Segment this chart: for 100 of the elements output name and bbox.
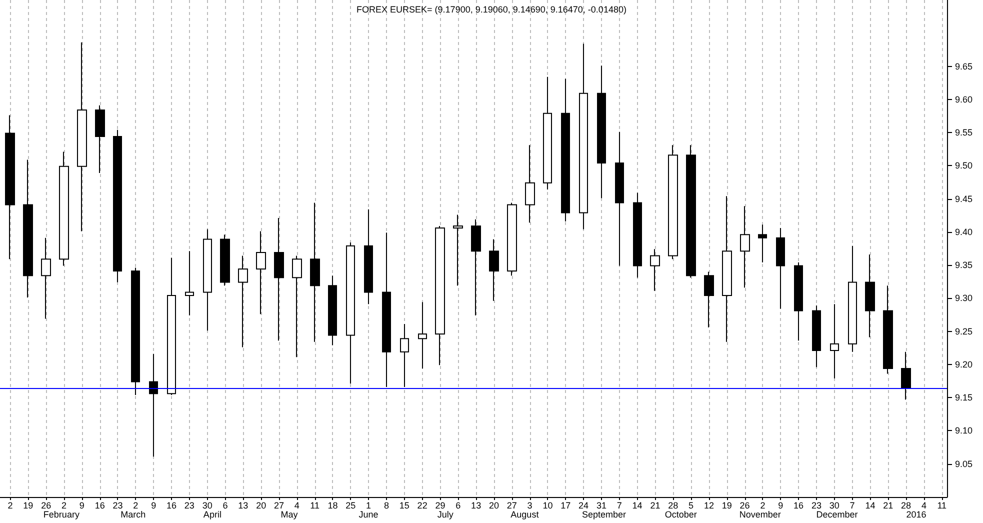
x2-tick-label: 2016 [906, 510, 926, 520]
text: FOREX EURSEK= (9.17900, 9.19060, 9.14690, 9.16470, -0.01480) [356, 4, 626, 14]
x-tick-label: 17 [560, 500, 571, 510]
x-tick-label: 12 [704, 500, 714, 510]
x-tick-label: 21 [883, 500, 894, 510]
candlestick [883, 285, 893, 374]
x-tick-label: 28 [901, 500, 912, 510]
candlestick [812, 304, 821, 368]
candlestick [310, 202, 320, 342]
y-tick-label: 9.50 [955, 160, 973, 171]
candlestick [865, 254, 875, 338]
x-tick-label: 26 [740, 500, 750, 510]
candlestick [776, 227, 785, 310]
x2-tick-label: October [664, 510, 697, 520]
x-tick-label: 28 [668, 500, 678, 510]
x-tick-label: 29 [435, 500, 446, 510]
x2-tick-label: September [582, 510, 626, 520]
candlestick [525, 144, 535, 224]
x-tick-label: 23 [184, 500, 194, 510]
y-tick-label: 9.45 [955, 194, 973, 204]
candlestick [794, 262, 803, 342]
x-tick-label: 14 [632, 500, 642, 510]
x-tick-label: 11 [310, 500, 320, 510]
candlestick [722, 196, 732, 342]
y-tick-label: 9.15 [955, 392, 973, 403]
x-tick-label: 26 [41, 500, 52, 510]
candlestick [274, 218, 284, 342]
x-tick-label: 13 [238, 500, 248, 510]
x2-tick-label: May [280, 510, 298, 520]
candlestick [41, 237, 51, 320]
x-tick-label: 9 [151, 500, 156, 510]
candlestick [453, 214, 463, 286]
candlestick [650, 248, 660, 292]
x-tick-label: 16 [794, 500, 804, 510]
x-tick-label: 22 [417, 500, 428, 510]
x-tick-label: 15 [399, 500, 410, 510]
x-tick-label: 7 [850, 500, 855, 510]
x-tick-label: 31 [596, 500, 606, 510]
candlestick [328, 275, 337, 346]
x-tick-label: 21 [650, 500, 660, 510]
x-tick-label: 8 [384, 500, 389, 510]
x2-tick-label: June [358, 510, 378, 520]
candlestick [23, 159, 33, 298]
x-tick-label: 24 [578, 500, 589, 510]
x2-tick-label: April [203, 510, 222, 520]
x-tick-label: 23 [811, 500, 822, 510]
y-tick-label: 9.25 [955, 326, 973, 336]
x2-tick-label: December [816, 510, 858, 520]
candlestick [633, 192, 642, 278]
x2-tick-label: July [437, 510, 454, 520]
candlestick [543, 76, 552, 190]
candlestick [848, 245, 857, 352]
x2-tick-label: March [120, 510, 146, 520]
x-tick-label: 19 [23, 500, 34, 510]
y-tick-label: 9.05 [955, 458, 973, 469]
y-tick-label: 9.35 [955, 260, 973, 270]
candlestick [686, 144, 696, 278]
candlestick [489, 238, 499, 302]
x-tick-label: 13 [471, 500, 482, 510]
candlestick [238, 255, 248, 348]
candlestick [149, 353, 158, 458]
x-tick-label: 23 [112, 500, 123, 510]
x-tick-label: 9 [778, 500, 784, 510]
x-tick-label: 7 [616, 500, 622, 510]
candlestick [561, 78, 570, 222]
x-tick-label: 11 [937, 500, 947, 510]
y-tick-label: 9.60 [955, 94, 973, 104]
candlestick [113, 129, 122, 283]
y-tick-label: 9.55 [955, 128, 973, 138]
candlestick [758, 224, 767, 263]
x-tick-label: 10 [542, 500, 553, 510]
candlestick [203, 228, 212, 332]
x-tick-label: 27 [274, 500, 284, 510]
x-tick-label: 2 [760, 500, 766, 510]
x-tick-label: 4 [294, 500, 300, 510]
candlestick [220, 234, 230, 286]
candlestick [435, 225, 445, 366]
x-tick-label: 4 [921, 500, 926, 510]
candlestick [901, 351, 911, 400]
x2-tick-label: November [739, 510, 781, 520]
x-tick-label: 2 [133, 500, 138, 510]
y-tick-label: 9.30 [955, 293, 973, 304]
y-tick-label: 9.40 [955, 226, 973, 237]
candlestick [256, 230, 266, 315]
candlestick [418, 302, 427, 369]
candlestick [400, 324, 409, 388]
candlestick [292, 255, 302, 358]
x-tick-label: 20 [256, 500, 266, 510]
candlestick [597, 65, 606, 199]
x-tick-label: 25 [346, 500, 356, 510]
x-tick-label: 14 [865, 500, 876, 510]
x2-tick-label: August [510, 510, 540, 520]
candlestick [5, 114, 15, 260]
candlestick [740, 206, 750, 288]
candlestick [131, 267, 140, 396]
candlestick [167, 257, 176, 396]
x-tick-label: 5 [688, 500, 694, 510]
candlestick [185, 250, 194, 316]
candlestick [615, 131, 624, 266]
x-tick-label: 2 [61, 500, 66, 510]
